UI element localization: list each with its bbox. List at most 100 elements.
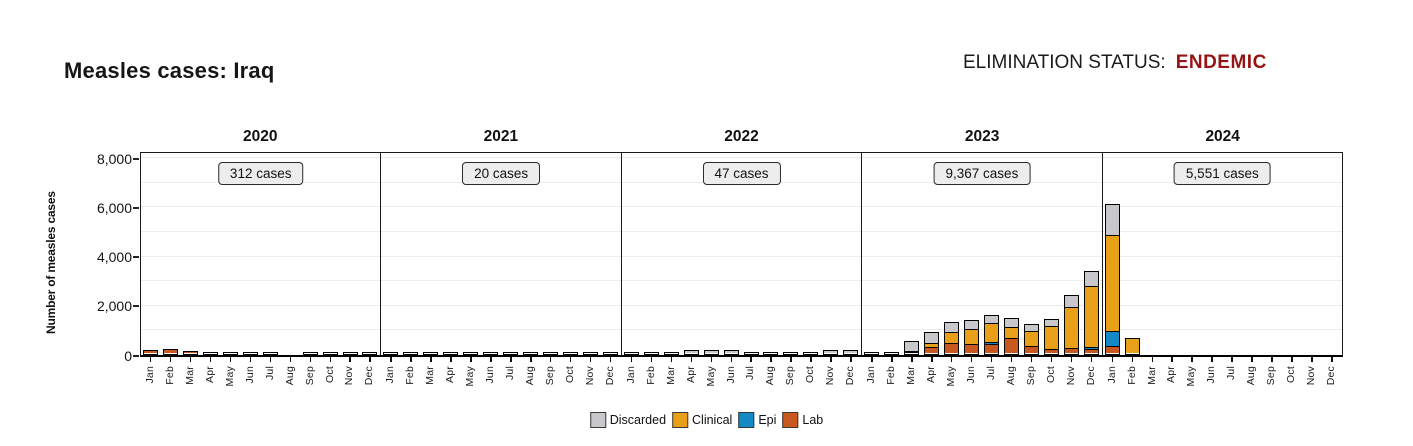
segment-discarded	[1064, 295, 1078, 308]
month-label-feb: Feb	[644, 366, 657, 385]
year-label-2023: 2023	[964, 128, 1000, 145]
grid-line	[141, 255, 1342, 257]
cases-badge-2022: 47 cases	[702, 162, 781, 185]
y-tick-label: 8,000	[96, 150, 132, 167]
legend: Discarded Clinical Epi Lab	[589, 412, 823, 428]
legend-swatch-discarded	[589, 412, 606, 428]
x-tick	[1231, 356, 1233, 362]
y-tick-mark	[133, 256, 139, 258]
segment-epi	[984, 342, 998, 345]
x-tick	[1191, 356, 1193, 362]
x-tick	[1251, 356, 1253, 362]
segment-discarded	[905, 341, 919, 352]
segment-lab	[1024, 346, 1038, 353]
segment-lab	[945, 343, 959, 353]
x-tick	[289, 356, 292, 362]
segment-discarded	[704, 350, 718, 353]
bar-2020-jun	[242, 352, 258, 355]
bar-2022-feb	[643, 352, 659, 355]
elimination-status-label: ELIMINATION STATUS:	[963, 52, 1166, 73]
y-tick-mark	[133, 305, 139, 308]
month-label-apr: Apr	[444, 366, 457, 383]
legend-item-epi: Epi	[738, 412, 776, 428]
grid-line	[141, 230, 1342, 232]
month-label-may: May	[944, 366, 957, 387]
x-tick	[670, 356, 673, 362]
panel-2021: 20 cases Jan Feb Mar Apr May Jun Jul Aug Sep Oct No…	[381, 153, 622, 386]
bar-2022-jan	[623, 352, 639, 355]
grid-line	[141, 304, 1342, 306]
x-tick	[871, 356, 873, 362]
segment-lab	[1064, 348, 1078, 353]
x-tick	[1331, 356, 1333, 362]
legend-label-epi: Epi	[758, 413, 777, 427]
x-tick	[369, 356, 371, 362]
segment-discarded	[925, 332, 939, 344]
month-label-jul: Jul	[263, 366, 276, 381]
x-tick	[569, 356, 572, 362]
segment-discarded	[684, 350, 698, 353]
x-tick	[1151, 356, 1153, 362]
bar-2021-apr	[443, 352, 459, 355]
month-label-jan: Jan	[624, 366, 637, 384]
month-label-nov: Nov	[583, 366, 596, 386]
y-tick-label: 2,000	[96, 298, 132, 315]
bar-2022-may	[703, 349, 719, 355]
x-tick	[1271, 356, 1273, 362]
segment-discarded	[1084, 271, 1098, 286]
segment-discarded	[1024, 324, 1038, 331]
bar-2023-feb	[884, 352, 900, 355]
x-tick	[1311, 356, 1313, 362]
month-label-jan: Jan	[1105, 366, 1118, 384]
x-tick	[790, 356, 792, 362]
month-label-mar: Mar	[664, 366, 677, 385]
x-tick	[1111, 356, 1114, 362]
month-label-aug: Aug	[1245, 366, 1258, 386]
legend-label-discarded: Discarded	[609, 413, 667, 427]
x-tick	[249, 356, 252, 362]
segment-clinical	[1024, 330, 1038, 347]
month-label-sep: Sep	[1265, 366, 1278, 386]
month-label-apr: Apr	[684, 366, 697, 383]
segment-discarded	[724, 350, 738, 353]
month-label-dec: Dec	[603, 366, 616, 386]
bar-2020-dec	[362, 352, 378, 355]
x-tick	[1050, 356, 1053, 362]
x-tick	[149, 356, 152, 362]
bar-2023-aug	[1003, 317, 1019, 355]
month-label-jul: Jul	[1225, 366, 1238, 381]
month-label-feb: Feb	[163, 366, 176, 385]
month-label-jun: Jun	[724, 366, 737, 384]
bar-2020-oct	[322, 352, 338, 355]
x-tick	[1030, 356, 1033, 362]
bar-2021-sep	[543, 352, 558, 355]
x-tick	[229, 356, 232, 362]
legend-swatch-clinical	[672, 412, 689, 428]
bar-2022-aug	[763, 352, 779, 355]
month-label-feb: Feb	[404, 366, 417, 385]
segment-discarded	[1004, 318, 1018, 327]
grid-line	[141, 157, 1342, 158]
bar-2022-jun	[723, 349, 739, 355]
bar-2021-jul	[503, 352, 519, 355]
segment-clinical	[1064, 307, 1078, 349]
x-tick	[891, 356, 893, 362]
y-tick-mark	[133, 157, 139, 160]
month-label-jul: Jul	[984, 366, 997, 381]
month-label-may: May	[464, 366, 477, 387]
month-label-jun: Jun	[484, 366, 497, 384]
year-label-2020: 2020	[243, 128, 278, 145]
x-tick	[1211, 356, 1213, 362]
month-label-oct: Oct	[1285, 366, 1298, 383]
x-tick	[269, 356, 272, 362]
month-label-nov: Nov	[343, 366, 356, 386]
grid-line	[141, 329, 1342, 331]
x-tick	[329, 356, 332, 362]
segment-epi	[1105, 331, 1119, 347]
x-tick	[309, 356, 312, 362]
bar-2020-sep	[302, 352, 318, 355]
x-tick	[450, 356, 452, 362]
cases-badge-2020: 312 cases	[217, 162, 304, 185]
x-tick	[390, 356, 392, 362]
